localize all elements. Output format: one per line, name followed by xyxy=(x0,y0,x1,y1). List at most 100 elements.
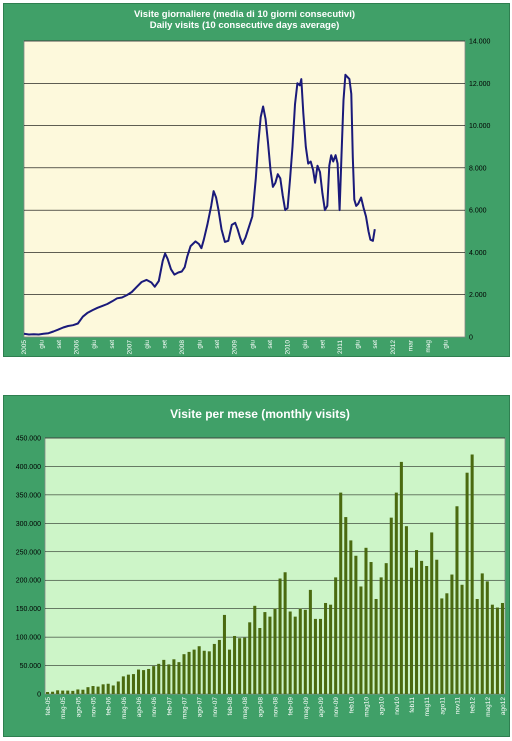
y-tick-label: 14.000 xyxy=(469,39,491,46)
bar xyxy=(56,690,60,694)
bar xyxy=(197,646,201,694)
x-tick-label: giu xyxy=(39,340,46,349)
bar xyxy=(51,691,55,694)
bar xyxy=(142,670,146,694)
x-tick-label: giu xyxy=(355,340,362,349)
bar xyxy=(354,555,358,694)
bar xyxy=(202,650,206,694)
plot-area xyxy=(23,40,466,338)
bar xyxy=(207,651,211,694)
bar xyxy=(420,560,424,694)
x-tick-label: 2008 xyxy=(179,340,186,355)
x-tick-label: set xyxy=(161,340,168,349)
bar xyxy=(81,689,85,694)
x-tick-label: giu xyxy=(197,340,204,349)
x-tick-label: 2006 xyxy=(74,340,81,355)
x-tick-label: 2010 xyxy=(284,340,291,355)
x-tick-label: feb-05 xyxy=(45,697,52,716)
bar xyxy=(450,574,454,694)
bar xyxy=(329,604,333,694)
x-tick-label: ago11 xyxy=(439,697,446,715)
bar xyxy=(137,669,141,694)
bar xyxy=(440,598,444,694)
x-tick-label: giu xyxy=(302,340,309,349)
bar xyxy=(263,612,267,694)
x-tick-label: 2009 xyxy=(232,340,239,355)
bar xyxy=(490,604,494,694)
bar xyxy=(121,676,125,694)
bar xyxy=(222,614,226,694)
y-tick-label: 300.000 xyxy=(16,521,41,528)
x-tick-label: ago-05 xyxy=(75,697,82,718)
bar xyxy=(480,573,484,694)
bar xyxy=(384,563,388,694)
x-tick-label: 2007 xyxy=(126,340,133,355)
x-tick-label: ago-08 xyxy=(257,697,264,718)
bar xyxy=(71,690,75,694)
monthly-visits-chart: Visite per mese (monthly visits) 0 50.000 1… xyxy=(16,407,507,719)
bar xyxy=(233,635,237,694)
x-tick-label: giu xyxy=(442,340,449,349)
bar xyxy=(162,659,166,694)
bar xyxy=(425,566,429,694)
bar xyxy=(415,550,419,694)
x-tick-label: nov-07 xyxy=(212,697,219,717)
x-tick-label: mag-07 xyxy=(182,697,189,719)
bar xyxy=(293,616,297,694)
x-tick-label: nov-06 xyxy=(151,697,158,717)
bar xyxy=(404,526,408,694)
bar xyxy=(455,506,459,694)
bar xyxy=(344,517,348,694)
bar xyxy=(61,690,65,694)
x-tick-label: mag-05 xyxy=(60,697,67,719)
bar xyxy=(485,581,489,694)
bar xyxy=(475,598,479,694)
x-tick-label: mag11 xyxy=(424,697,431,717)
bar xyxy=(238,638,242,694)
bar xyxy=(500,602,504,694)
bar xyxy=(303,609,307,694)
x-tick-label: nov-05 xyxy=(91,697,98,717)
x-tick-label: feb-06 xyxy=(106,697,113,716)
bar xyxy=(283,572,287,694)
bar xyxy=(460,584,464,694)
bar xyxy=(182,654,186,694)
x-tick-label: mag xyxy=(425,340,432,353)
bar xyxy=(248,622,252,694)
bar xyxy=(96,686,100,694)
monthly-visits-chart-panel: Visite per mese (monthly visits) 0 50.000 1… xyxy=(3,395,510,737)
y-tick-label: 350.000 xyxy=(16,492,41,499)
bar xyxy=(131,674,135,694)
bar xyxy=(172,659,176,694)
x-tick-label: ago12 xyxy=(500,697,507,715)
bar xyxy=(339,492,343,694)
y-tick-label: 10.000 xyxy=(469,123,491,130)
y-tick-label: 250.000 xyxy=(16,549,41,556)
x-tick-label: feb11 xyxy=(409,697,416,713)
bar xyxy=(495,607,499,694)
x-tick-label: nov10 xyxy=(394,697,401,715)
bar xyxy=(349,540,353,694)
bar xyxy=(111,685,115,694)
y-tick-label: 450.000 xyxy=(16,436,41,443)
y-tick-label: 100.000 xyxy=(16,635,41,642)
x-tick-label: ago-06 xyxy=(136,697,143,718)
bar xyxy=(324,602,328,694)
y-tick-label: 200.000 xyxy=(16,578,41,585)
x-tick-label: ago-07 xyxy=(197,697,204,718)
daily-visits-chart-panel: Visite giornaliere (media di 10 giorni c… xyxy=(3,3,510,357)
bar xyxy=(187,651,191,694)
bar xyxy=(470,454,474,694)
x-tick-label: nov-08 xyxy=(273,697,280,717)
bar xyxy=(379,577,383,694)
bar xyxy=(435,559,439,694)
y-tick-label: 50.000 xyxy=(20,663,42,670)
bar xyxy=(399,461,403,694)
series-line xyxy=(23,73,376,336)
bar xyxy=(91,686,95,694)
bar xyxy=(253,605,257,694)
y-tick-label: 150.000 xyxy=(16,606,41,613)
bar xyxy=(288,611,292,694)
bar xyxy=(313,618,317,694)
bar xyxy=(106,683,110,694)
